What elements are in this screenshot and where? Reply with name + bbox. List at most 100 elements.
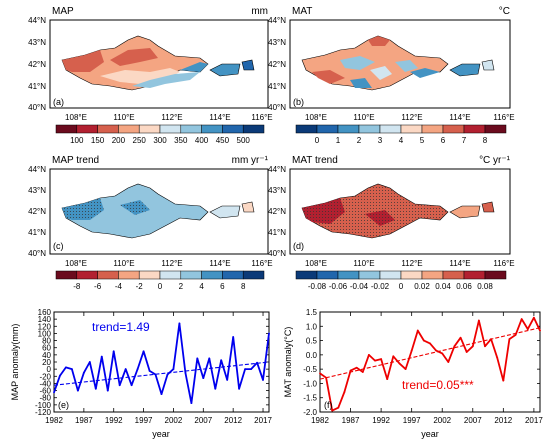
colorbar-a-label: 400 (195, 136, 209, 145)
data-point (374, 359, 376, 362)
map-a-regions (61, 35, 255, 91)
panel-c: MAP trend mm yr⁻¹ 44°N 43°N 42°N 41°N 40… (28, 155, 273, 291)
data-point (532, 316, 535, 319)
data-point (232, 336, 235, 338)
data-point (250, 368, 252, 371)
colorbar-d-swatch (316, 270, 339, 280)
colorbar-d-label: -0.06 (329, 282, 348, 291)
panel-a: MAP mm 44°N 43°N 42°N 41°N 40°N (a) 108°… (28, 6, 273, 145)
colorbar-c-label: -8 (73, 282, 81, 291)
plot-e-content: -120-100-80-60-40-2002040608010012014016… (35, 308, 272, 425)
colorbar-c-swatch (180, 270, 202, 280)
colorbar-c-label: -4 (115, 282, 123, 291)
svg-text:42°N: 42°N (268, 60, 286, 69)
map-a-lat-labels: 44°N 43°N 42°N 41°N 40°N (28, 16, 46, 112)
data-point (112, 350, 115, 353)
colorbar-b-label: 2 (357, 136, 362, 145)
colorbar-b-swatch (442, 124, 465, 134)
svg-text:40°N: 40°N (28, 103, 46, 112)
y-tick-label: 160 (38, 308, 52, 317)
data-point (471, 345, 474, 348)
data-point (331, 409, 334, 412)
colorbar-c-swatch (76, 270, 98, 280)
data-point (184, 371, 187, 374)
colorbar-c-label: 2 (179, 282, 184, 291)
svg-text:40°N: 40°N (268, 103, 286, 112)
y-tick-label: -1.5 (303, 394, 317, 403)
y-tick-label: 100 (38, 329, 52, 338)
data-point (202, 377, 205, 379)
colorbar-d-label: 0.02 (414, 282, 430, 291)
svg-text:114°E: 114°E (209, 113, 230, 122)
svg-text:108°E: 108°E (65, 259, 87, 268)
panel-e: -120-100-80-60-40-2002040608010012014016… (10, 308, 272, 439)
colorbar-c-label: 8 (241, 282, 246, 291)
colorbar-d-label: 0 (399, 282, 404, 291)
svg-text:116°E: 116°E (251, 113, 272, 122)
colorbar-c-swatch (118, 270, 140, 280)
colorbar-a-swatch (180, 124, 202, 134)
data-point (349, 369, 352, 372)
plot-f-ylabel: MAT anomaly(°C) (283, 327, 293, 398)
data-point (337, 406, 340, 409)
svg-text:41°N: 41°N (28, 82, 46, 91)
colorbar-b-swatch (337, 124, 360, 134)
y-tick-label: 1.0 (306, 322, 318, 331)
colorbar-d-label: -0.08 (308, 282, 327, 291)
map-b-lat-labels: 44°N 43°N 42°N 41°N 40°N (268, 16, 286, 112)
svg-text:40°N: 40°N (28, 249, 46, 258)
colorbar-a-label: 350 (174, 136, 188, 145)
data-point (118, 384, 121, 387)
data-point (172, 368, 175, 371)
colorbar-c-swatch (159, 270, 182, 280)
y-tick-label: 1.5 (306, 308, 318, 317)
data-point (453, 345, 456, 348)
colorbar-c-label: 4 (199, 282, 204, 291)
svg-text:41°N: 41°N (268, 228, 286, 237)
data-point (76, 389, 79, 392)
data-point (220, 359, 223, 362)
svg-text:43°N: 43°N (268, 38, 286, 47)
colorbar-a-swatch (76, 124, 98, 134)
x-tick-label: 2002 (433, 416, 451, 425)
colorbar-a-label: 250 (133, 136, 147, 145)
svg-text:112°E: 112°E (161, 113, 182, 122)
map-d-regions (301, 183, 495, 239)
data-point (148, 370, 151, 372)
svg-text:110°E: 110°E (113, 113, 134, 122)
colorbar-d-swatch (295, 270, 318, 280)
data-point (262, 378, 264, 381)
colorbar-b-swatch (421, 124, 444, 134)
y-tick-label: -20 (39, 372, 51, 381)
x-tick-label: 2012 (494, 416, 512, 425)
colorbar-b-swatch (316, 124, 339, 134)
data-point (124, 368, 127, 371)
svg-text:116°E: 116°E (493, 113, 514, 122)
data-point (484, 345, 486, 348)
data-point (65, 366, 67, 369)
data-point (178, 322, 181, 325)
svg-text:112°E: 112°E (401, 259, 422, 268)
svg-text:43°N: 43°N (268, 186, 286, 195)
colorbar-c-swatch (97, 270, 119, 280)
colorbar-b-swatch (295, 124, 318, 134)
data-point (386, 378, 389, 381)
map-b-frame (289, 19, 511, 109)
colorbar-a-swatch (138, 124, 161, 134)
svg-text:43°N: 43°N (28, 38, 46, 47)
data-point (88, 361, 91, 363)
y-tick-label: -2.0 (303, 408, 317, 417)
x-tick-label: 1992 (372, 416, 390, 425)
svg-text:110°E: 110°E (113, 259, 134, 268)
colorbar-a-label: 200 (112, 136, 126, 145)
svg-text:44°N: 44°N (28, 165, 46, 174)
data-point (435, 349, 438, 352)
data-point (136, 368, 139, 371)
colorbar-d-label: -0.02 (371, 282, 390, 291)
data-point (526, 328, 529, 331)
map-c-frame (49, 168, 269, 255)
colorbar-a-swatch (242, 124, 265, 134)
svg-text:108°E: 108°E (305, 259, 327, 268)
y-tick-label: 0.0 (306, 351, 318, 360)
